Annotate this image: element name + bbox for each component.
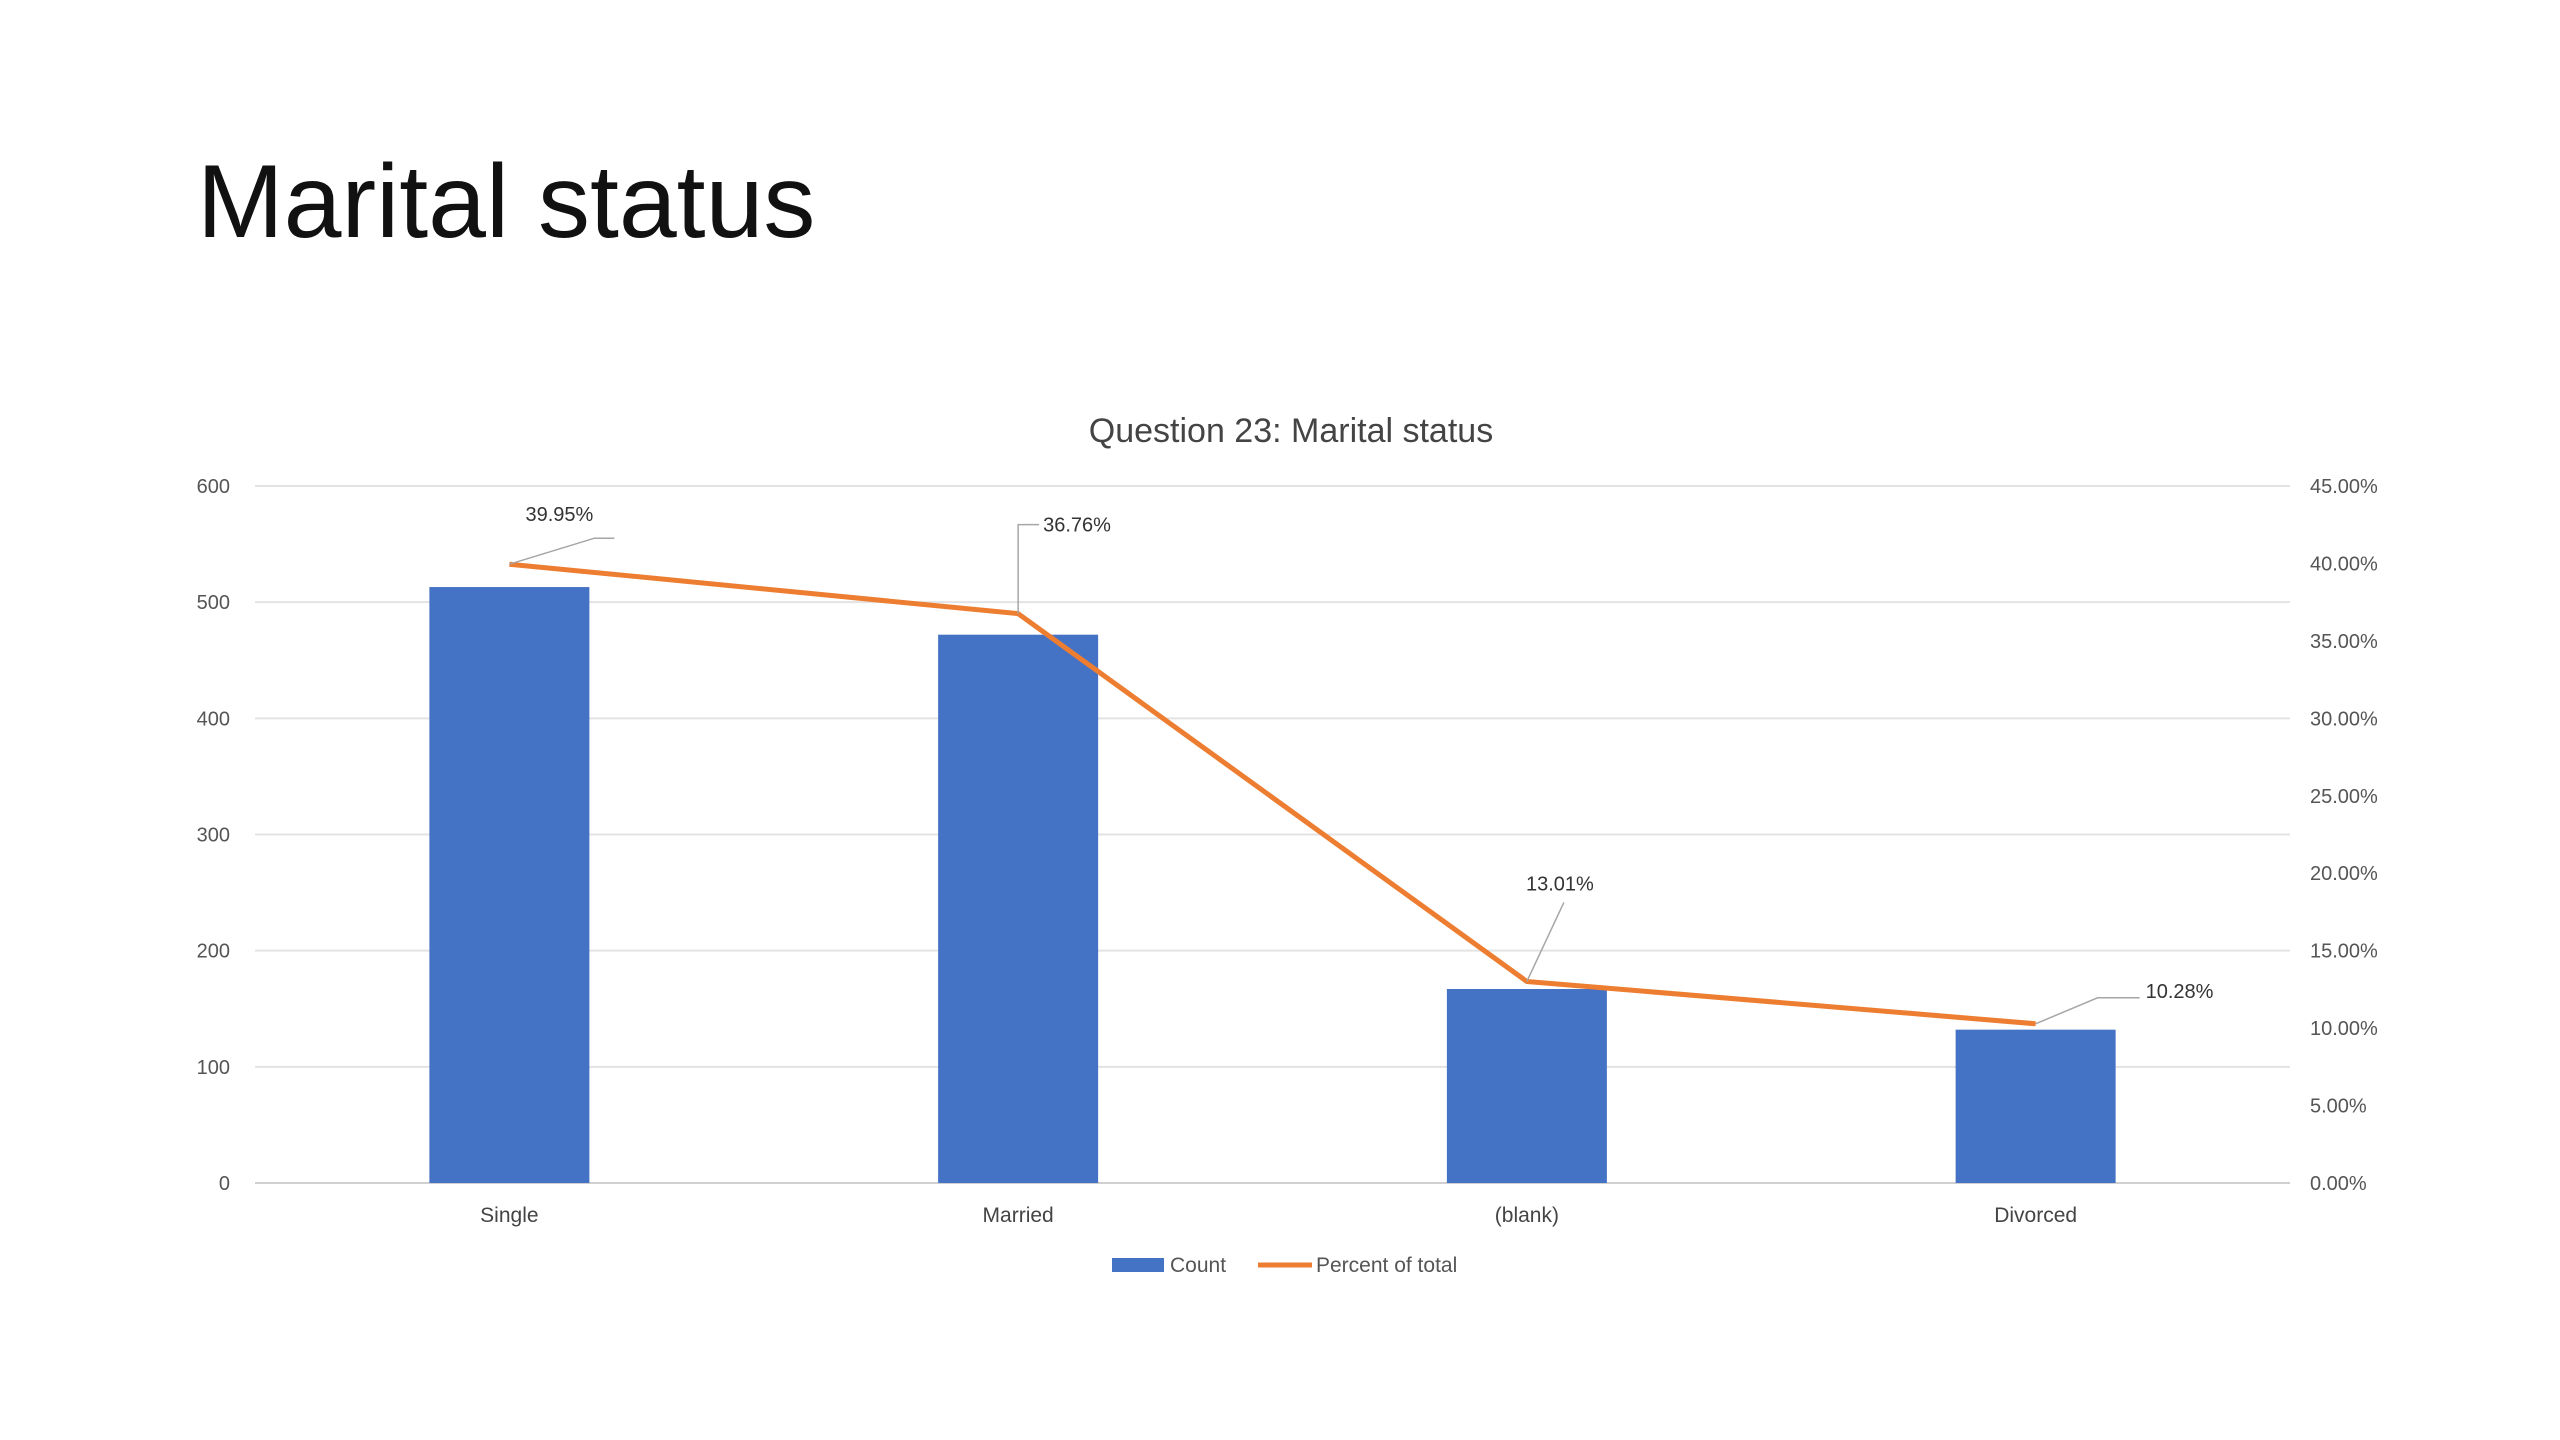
data-label: 39.95% xyxy=(525,504,593,526)
left-axis-tick: 200 xyxy=(197,941,230,963)
right-axis-tick: 45.00% xyxy=(2310,476,2378,498)
leader-line xyxy=(1017,523,1040,614)
bar-blank xyxy=(1446,989,1607,1183)
percent-line xyxy=(509,561,2036,1027)
legend-label-count: Count xyxy=(1170,1254,1226,1277)
left-axis-tick: 400 xyxy=(197,708,230,730)
left-axis-tick: 300 xyxy=(197,825,230,847)
left-axis-tick: 500 xyxy=(197,592,230,614)
category-label: Married xyxy=(983,1204,1054,1227)
category-label: (blank) xyxy=(1495,1204,1559,1227)
chart-title: Question 23: Marital status xyxy=(1089,412,1493,450)
leader-line xyxy=(2035,997,2140,1025)
right-axis-tick: 30.00% xyxy=(2310,708,2378,730)
legend-swatch-count xyxy=(1112,1258,1164,1272)
leader-line xyxy=(1526,902,1565,982)
right-axis-tick: 10.00% xyxy=(2310,1018,2378,1040)
bar-divorced xyxy=(1955,1029,2116,1183)
data-label: 10.28% xyxy=(2146,981,2214,1003)
bar-single xyxy=(429,587,590,1183)
right-axis-tick: 20.00% xyxy=(2310,863,2378,885)
right-axis-tick: 15.00% xyxy=(2310,941,2378,963)
left-axis-tick: 600 xyxy=(197,476,230,498)
left-axis-tick: 0 xyxy=(219,1173,230,1195)
legend: Count Percent of total xyxy=(1112,1254,1457,1277)
leader-line xyxy=(509,537,615,565)
right-axis-tick: 0.00% xyxy=(2310,1173,2367,1195)
slide-title: Marital status xyxy=(197,144,816,260)
category-label: Single xyxy=(480,1204,538,1227)
data-label: 36.76% xyxy=(1043,515,1111,537)
right-axis-tick: 40.00% xyxy=(2310,553,2378,575)
right-axis-tick: 25.00% xyxy=(2310,786,2378,808)
right-axis-tick: 35.00% xyxy=(2310,631,2378,653)
right-axis-tick: 5.00% xyxy=(2310,1096,2367,1118)
data-label: 13.01% xyxy=(1526,873,1594,895)
category-label: Divorced xyxy=(1994,1204,2077,1227)
left-axis-tick: 100 xyxy=(197,1057,230,1079)
legend-label-percent: Percent of total xyxy=(1316,1254,1457,1277)
bar-married xyxy=(938,634,1099,1183)
